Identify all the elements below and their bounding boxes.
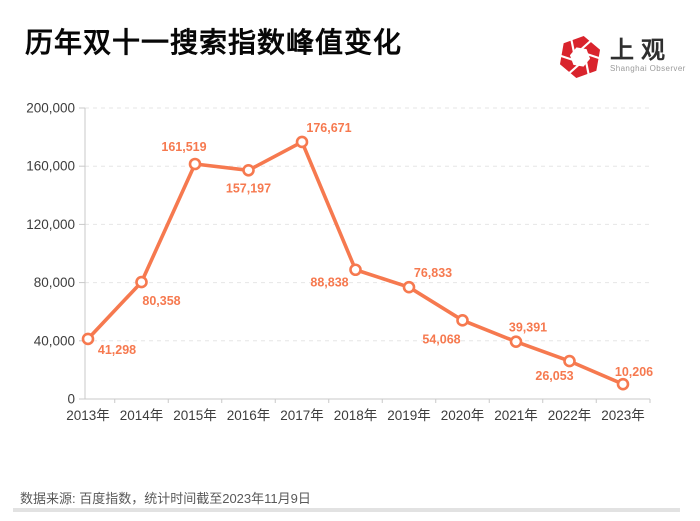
- data-point: [402, 280, 416, 294]
- x-tick-label: 2017年: [280, 408, 324, 423]
- y-tick-label: 120,000: [26, 217, 75, 232]
- data-point-label: 157,197: [226, 181, 271, 195]
- line-chart-svg: 0 40,000 80,000 120,000 160,000 200,000 2013年 2…: [26, 101, 653, 424]
- x-tick-label: 2019年: [387, 408, 431, 423]
- x-tick-label: 2020年: [441, 408, 485, 423]
- x-tick-label: 2021年: [494, 408, 538, 423]
- logo-name: 上观: [610, 35, 672, 64]
- data-point: [81, 332, 95, 346]
- data-source-note: 数据来源: 百度指数，统计时间截至2023年11月9日: [20, 491, 311, 506]
- data-point: [349, 263, 362, 277]
- data-point-label: 88,838: [310, 276, 348, 290]
- data-point: [242, 163, 255, 177]
- y-tick-label: 0: [67, 392, 75, 407]
- x-tick-label: 2014年: [120, 408, 164, 423]
- brand-logo: 上观 Shanghai Observer: [556, 33, 686, 81]
- data-point-label: 161,519: [161, 140, 206, 154]
- y-tick-label: 40,000: [34, 333, 75, 348]
- logo-subtitle: Shanghai Observer: [610, 64, 686, 73]
- x-tick-label: 2022年: [548, 408, 592, 423]
- data-point-label: 41,298: [98, 343, 136, 357]
- data-point: [616, 377, 630, 391]
- data-point: [135, 275, 148, 289]
- y-tick-label: 160,000: [26, 159, 75, 174]
- y-tick-label: 200,000: [26, 101, 75, 116]
- page-title: 历年双十一搜索指数峰值变化: [25, 27, 403, 58]
- data-point: [188, 157, 202, 171]
- logo-text: 上观 Shanghai Observer: [610, 33, 686, 74]
- data-point-label: 54,068: [422, 332, 460, 346]
- x-tick-label: 2018年: [334, 408, 378, 423]
- aperture-hexagon-icon: [556, 35, 604, 79]
- data-point: [509, 335, 523, 348]
- data-point-label: 39,391: [509, 321, 547, 335]
- x-tick-label: 2015年: [173, 408, 217, 423]
- data-point: [295, 135, 309, 149]
- line-chart: 0 40,000 80,000 120,000 160,000 200,000 2013年 2…: [0, 85, 700, 435]
- x-tick-label: 2023年: [601, 408, 645, 423]
- data-point-label: 80,358: [142, 294, 180, 308]
- data-point: [456, 314, 469, 327]
- bottom-divider: [13, 508, 680, 512]
- x-tick-label: 2016年: [227, 408, 271, 423]
- data-point-label: 176,671: [306, 121, 351, 135]
- y-tick-label: 80,000: [34, 275, 75, 290]
- data-point-label: 26,053: [535, 369, 573, 383]
- x-tick-label: 2013年: [66, 408, 110, 423]
- data-point-label: 76,833: [414, 266, 452, 280]
- data-point: [563, 354, 576, 368]
- data-point-label: 10,206: [615, 365, 653, 379]
